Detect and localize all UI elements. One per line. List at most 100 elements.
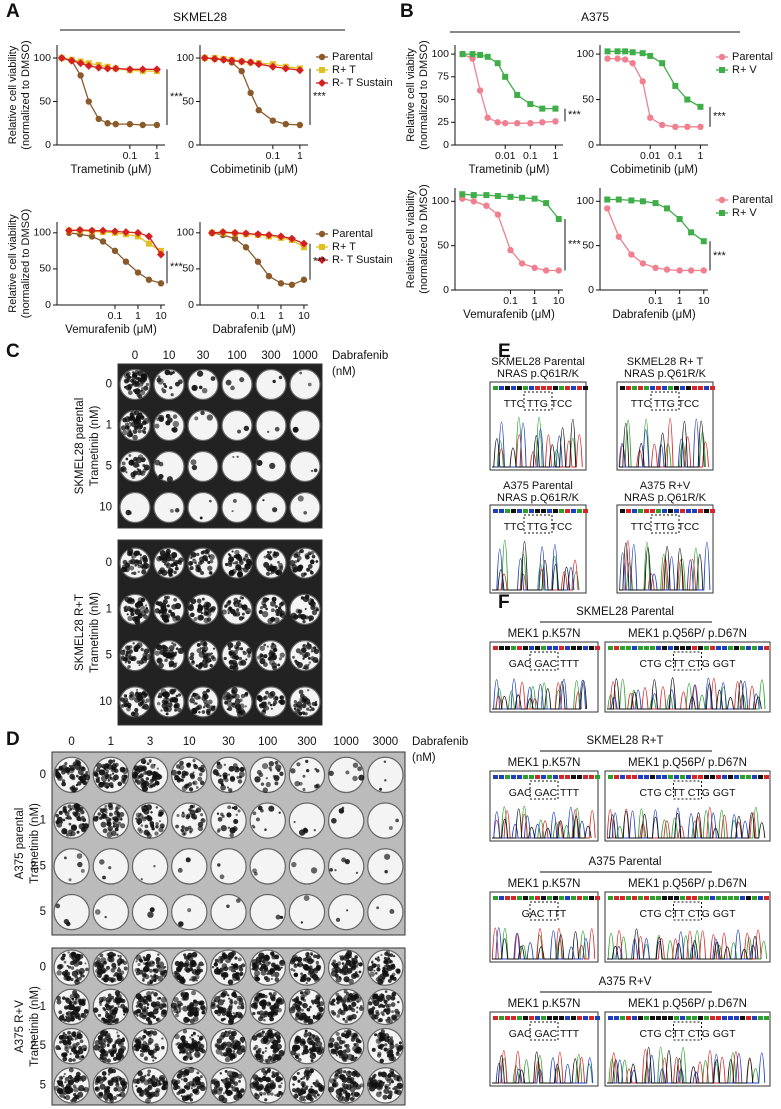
trace-title: NRAS p.Q61R/K — [624, 492, 707, 504]
colony — [180, 992, 185, 997]
colony — [63, 1072, 66, 1076]
colony — [111, 1046, 118, 1053]
base-call — [668, 646, 673, 650]
colony — [226, 1050, 230, 1054]
colony — [216, 761, 221, 766]
colony — [159, 567, 165, 573]
colony — [294, 1094, 299, 1099]
colony — [99, 859, 105, 865]
colony — [133, 765, 140, 771]
colony — [120, 657, 125, 662]
trace — [492, 418, 577, 468]
colony — [305, 982, 308, 985]
colony — [136, 660, 141, 665]
colony — [140, 824, 144, 827]
base-call — [644, 386, 649, 390]
colony — [118, 975, 124, 982]
base-call — [571, 1016, 576, 1020]
colony — [189, 1002, 195, 1007]
colony — [61, 971, 67, 976]
colony — [229, 999, 234, 1004]
colony — [249, 1082, 257, 1089]
colony — [341, 962, 345, 965]
base-call — [595, 646, 600, 650]
colony — [269, 462, 276, 469]
colony — [137, 1044, 141, 1049]
colony — [181, 770, 188, 776]
colony — [266, 597, 270, 601]
base-call — [559, 896, 564, 900]
colony — [171, 642, 174, 645]
colony — [159, 1076, 164, 1081]
colony — [107, 825, 114, 832]
colony — [136, 602, 139, 605]
colony — [189, 804, 194, 809]
colony — [392, 1087, 395, 1090]
sequence: GAC TTT — [522, 908, 567, 920]
colony — [200, 1004, 206, 1010]
colony — [312, 968, 319, 974]
colony — [149, 968, 153, 973]
colony — [307, 564, 313, 569]
colony — [93, 771, 98, 777]
colony — [353, 972, 359, 978]
data-point — [527, 119, 534, 127]
colony — [272, 695, 279, 702]
colony — [171, 426, 178, 433]
colony — [291, 861, 297, 868]
colony — [230, 385, 235, 391]
colony — [259, 1054, 264, 1059]
colony — [302, 1002, 308, 1009]
colony — [173, 774, 180, 780]
base-call — [656, 386, 661, 390]
colony — [238, 967, 244, 972]
base-call — [674, 1016, 679, 1020]
legend-label: Parental — [732, 194, 773, 206]
colony — [191, 464, 198, 471]
colony — [307, 972, 311, 976]
base-call — [632, 509, 637, 513]
colony — [310, 598, 315, 603]
colony — [373, 969, 376, 972]
base-call — [740, 1016, 745, 1020]
colony — [174, 1033, 180, 1040]
colony — [256, 1032, 262, 1038]
colony — [158, 774, 163, 780]
colony — [140, 1006, 144, 1010]
chromatogram-frame — [489, 891, 599, 963]
colony — [99, 782, 103, 786]
colony — [208, 608, 213, 613]
colony — [275, 914, 281, 920]
colony — [100, 821, 107, 828]
colony — [176, 975, 181, 981]
colony — [232, 826, 238, 832]
colony — [69, 807, 73, 811]
colony — [351, 1013, 357, 1020]
colony — [157, 608, 160, 611]
colony — [202, 963, 205, 966]
colony — [124, 422, 130, 427]
trace-title: NRAS p.Q61R/K — [497, 492, 580, 504]
base-call — [758, 775, 763, 779]
row-title: Trametinib (nM) — [29, 986, 41, 1067]
colony — [66, 964, 69, 968]
colony — [233, 1015, 237, 1019]
colony — [63, 1005, 68, 1010]
colony — [394, 1043, 399, 1048]
colony — [180, 1094, 183, 1098]
data-point — [88, 233, 96, 240]
data-point — [476, 87, 484, 94]
colony — [271, 653, 276, 657]
colony — [161, 1045, 165, 1050]
colony — [69, 1052, 72, 1056]
colony — [108, 759, 113, 765]
colony — [78, 961, 83, 966]
colony — [101, 1076, 107, 1082]
colony — [263, 1018, 266, 1022]
colony — [111, 767, 115, 771]
colony — [202, 663, 208, 669]
colony — [220, 956, 226, 962]
colony — [143, 829, 150, 836]
colony — [237, 957, 242, 962]
colony — [114, 990, 121, 996]
